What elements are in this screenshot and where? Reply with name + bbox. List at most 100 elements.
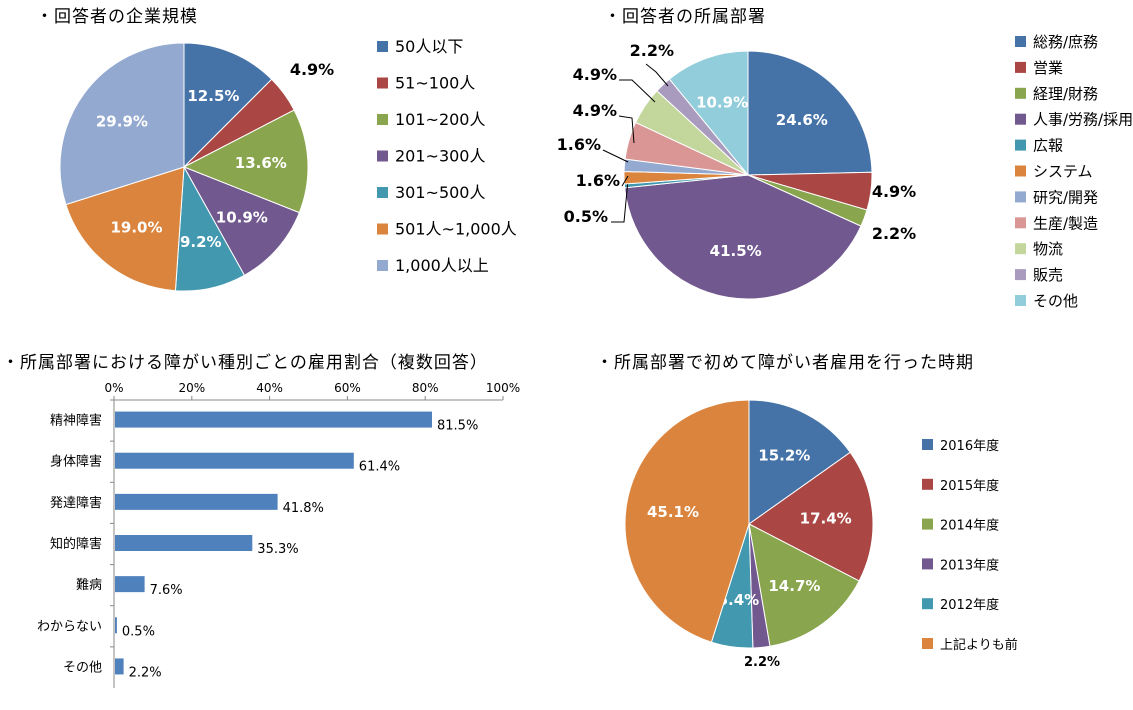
bar-x-tick-label: 40% bbox=[256, 381, 283, 395]
pie1-legend-label: 101~200人 bbox=[395, 110, 486, 129]
pie2-data-label: 24.6% bbox=[776, 111, 828, 129]
pie2-data-label: 4.9% bbox=[573, 101, 617, 120]
pie2-legend-label: 研究/開発 bbox=[1033, 188, 1098, 206]
pie2-data-label: 1.6% bbox=[557, 135, 601, 154]
bar bbox=[115, 411, 432, 428]
bar-x-tick-label: 0% bbox=[104, 381, 123, 395]
pie1-slice bbox=[183, 42, 273, 169]
pie4-legend-swatch bbox=[922, 598, 933, 610]
chart4-title: ・所属部署で初めて障がい者雇用を行った時期 bbox=[596, 353, 974, 373]
pie4-legend-swatch bbox=[922, 638, 933, 649]
pie1-legend-label: 51~100人 bbox=[395, 74, 475, 93]
pie2-slice bbox=[624, 174, 862, 300]
pie4-data-label: 17.4% bbox=[800, 510, 852, 528]
pie2-legend-swatch bbox=[1015, 61, 1026, 73]
pie1-slice bbox=[182, 166, 300, 276]
pie2-slice bbox=[747, 50, 873, 176]
bar bbox=[115, 617, 117, 634]
pie2-legend-swatch bbox=[1015, 165, 1026, 177]
bar bbox=[115, 658, 124, 675]
pie1-legend-label: 501人~1,000人 bbox=[395, 220, 517, 239]
pie2-legend-label: システム bbox=[1033, 163, 1093, 181]
pie2-legend-swatch bbox=[1015, 113, 1026, 125]
pie4-data-label: 14.7% bbox=[768, 577, 820, 595]
pie1-data-label: 4.9% bbox=[290, 60, 334, 79]
pie2-leader-line bbox=[611, 179, 629, 223]
pie4-legend-label: 2015年度 bbox=[940, 478, 999, 494]
bar-value-label: 61.4% bbox=[359, 460, 400, 475]
pie2-data-label: 2.2% bbox=[630, 41, 674, 60]
pie4-legend-swatch bbox=[922, 558, 933, 570]
pie2-legend-swatch bbox=[1015, 87, 1026, 99]
pie1-legend-swatch bbox=[377, 114, 388, 125]
pie4-slice bbox=[748, 399, 851, 525]
pie4-legend-swatch bbox=[922, 439, 933, 450]
pie1-legend-swatch bbox=[377, 260, 388, 271]
pie1-slice bbox=[59, 42, 185, 206]
pie1-data-label: 29.9% bbox=[96, 113, 148, 131]
chart3-title: ・所属部署における障がい種別ごとの雇用割合（複数回答） bbox=[2, 353, 488, 373]
pie1-data-label: 9.2% bbox=[180, 233, 222, 251]
pie2-data-label: 41.5% bbox=[710, 242, 762, 260]
pie2-legend-label: 物流 bbox=[1033, 240, 1063, 258]
pie4-legend-label: 2012年度 bbox=[940, 597, 999, 613]
bar-category-label: 身体障害 bbox=[50, 454, 102, 470]
bar-value-label: 0.5% bbox=[122, 624, 155, 639]
pie2-legend-swatch bbox=[1015, 191, 1026, 203]
pie2-data-label: 4.9% bbox=[872, 182, 916, 201]
pie4-slice bbox=[624, 399, 750, 643]
pie1-legend-swatch bbox=[377, 223, 388, 235]
pie1-slice bbox=[65, 166, 185, 292]
bar-value-label: 81.5% bbox=[437, 419, 478, 434]
pie2-legend-swatch bbox=[1015, 217, 1026, 229]
pie1-data-label: 12.5% bbox=[187, 87, 239, 105]
bar-x-tick-label: 20% bbox=[178, 381, 205, 395]
pie2-leader-line bbox=[618, 115, 635, 144]
pie1-data-label: 13.6% bbox=[235, 154, 287, 172]
pie1-data-label: 19.0% bbox=[110, 218, 162, 236]
pie1-data-label: 10.9% bbox=[216, 209, 268, 227]
pie2-legend-swatch bbox=[1015, 139, 1026, 151]
pie2-leader-line bbox=[602, 149, 629, 163]
pie1-slice bbox=[182, 109, 309, 214]
pie1-legend-swatch bbox=[377, 77, 388, 89]
pie4-legend-label: 上記よりも前 bbox=[940, 637, 1018, 653]
bar-value-label: 7.6% bbox=[150, 583, 183, 598]
bar bbox=[115, 535, 253, 551]
bar-category-label: 精神障害 bbox=[50, 413, 102, 429]
pie4-slice bbox=[748, 523, 860, 647]
pie2-legend-label: 販売 bbox=[1033, 266, 1063, 284]
pie1-legend-swatch bbox=[377, 187, 388, 198]
pie2-legend-label: 生産/製造 bbox=[1033, 214, 1098, 232]
pie2-leader-line bbox=[619, 79, 656, 103]
pie2-legend-swatch bbox=[1015, 269, 1026, 281]
pie2-legend-swatch bbox=[1015, 243, 1026, 255]
bar bbox=[115, 452, 354, 469]
pie2-leader-line bbox=[621, 175, 629, 187]
pie2-data-label: 10.9% bbox=[696, 94, 748, 112]
bar bbox=[115, 493, 278, 510]
pie4-data-label: 2.2% bbox=[744, 655, 780, 670]
pie4-data-label: 5.4% bbox=[718, 591, 760, 609]
pie1-legend-label: 1,000人以上 bbox=[395, 256, 489, 275]
pie1-legend-label: 301~500人 bbox=[395, 183, 486, 202]
pie2-legend-label: 総務/庶務 bbox=[1033, 33, 1098, 51]
pie4-legend-label: 2014年度 bbox=[940, 518, 999, 534]
pie4-slice bbox=[748, 451, 874, 582]
pie1-legend-swatch bbox=[377, 41, 388, 52]
pie4-legend-swatch bbox=[922, 478, 933, 490]
bar-category-label: 発達障害 bbox=[50, 495, 102, 511]
pie2-legend-label: 経理/財務 bbox=[1033, 85, 1098, 103]
chart1-title: ・回答者の企業規模 bbox=[36, 7, 198, 27]
bar-category-label: 難病 bbox=[76, 578, 102, 593]
pie1-legend-label: 201~300人 bbox=[395, 147, 486, 166]
pie2-data-label: 1.6% bbox=[576, 171, 620, 190]
bar-x-tick-label: 100% bbox=[486, 381, 520, 395]
pie4-data-label: 15.2% bbox=[758, 447, 810, 465]
pie2-legend-swatch bbox=[1015, 36, 1026, 47]
bar-category-label: わからない bbox=[37, 619, 102, 634]
pie1-legend-swatch bbox=[377, 150, 388, 162]
bar-category-label: その他 bbox=[63, 660, 102, 675]
pie2-data-label: 0.5% bbox=[564, 207, 608, 226]
